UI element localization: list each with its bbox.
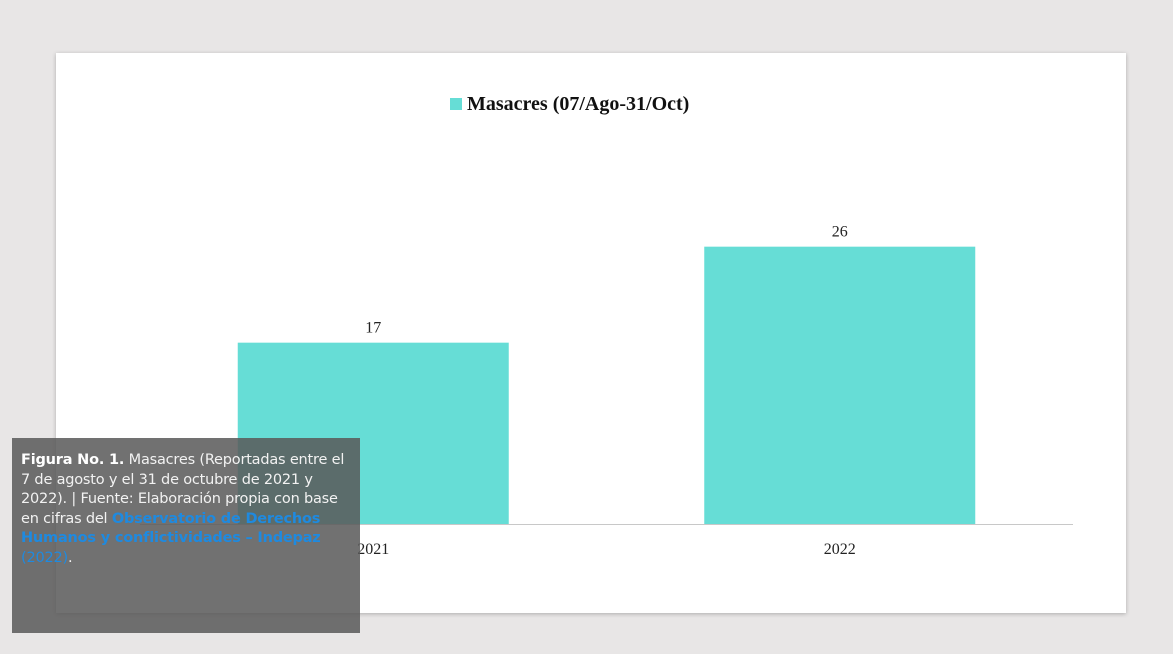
caption-source-year[interactable]: (2022) — [21, 549, 69, 566]
data-label-2021: 17 — [365, 320, 381, 337]
caption-text: Masacres (Reportadas entre el 7 de agost… — [21, 452, 345, 527]
x-tick-label-2021: 2021 — [357, 541, 389, 558]
caption-source-link[interactable]: Observatorio de Derechos Humanos y confl… — [21, 510, 321, 547]
legend-swatch — [450, 98, 462, 110]
legend-label: Masacres (07/Ago-31/Oct) — [467, 92, 690, 115]
data-label-2022: 26 — [832, 224, 848, 241]
caption-end: . — [68, 549, 73, 566]
chart-legend: Masacres (07/Ago-31/Oct) — [450, 89, 689, 119]
caption-label: Figura No. 1. — [21, 452, 125, 468]
x-tick-label-2022: 2022 — [824, 541, 856, 558]
bar-2022 — [704, 246, 976, 524]
figure-caption: Figura No. 1. Masacres (Reportadas entre… — [12, 438, 360, 633]
